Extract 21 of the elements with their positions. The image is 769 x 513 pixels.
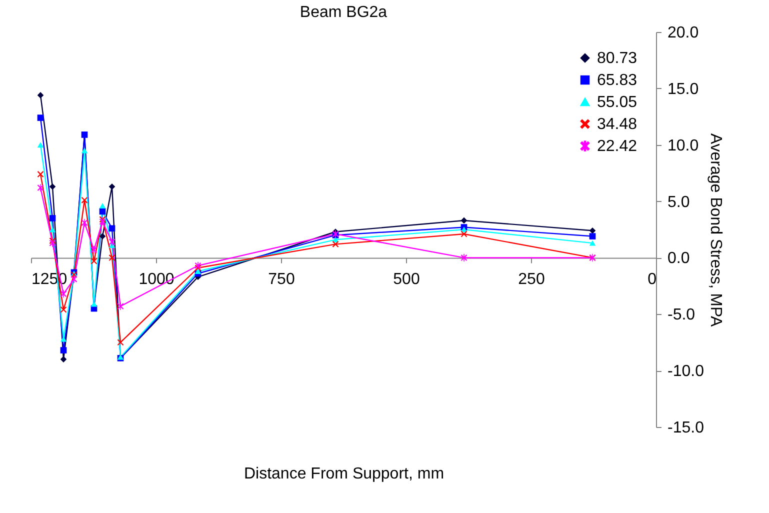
x-tick-label: 1000 (138, 271, 174, 288)
y-tick-label: 15.0 (668, 80, 699, 98)
x-tick-label: 500 (393, 271, 420, 288)
y-tick-label: -10.0 (668, 363, 704, 380)
legend-label: 65.83 (597, 72, 638, 89)
y-tick-label: 5.0 (668, 194, 690, 211)
legend-label: 34.48 (597, 116, 638, 133)
x-tick-label: 750 (268, 271, 295, 288)
y-axis-title: Average Bond Stress, MPA (706, 133, 724, 327)
legend-label: 22.42 (597, 138, 638, 155)
legend-label: 55.05 (597, 94, 638, 111)
y-tick-label: -15.0 (668, 420, 704, 436)
y-tick-label: -5.0 (668, 306, 696, 324)
y-tick-label: 10.0 (668, 137, 699, 154)
y-tick-label: 0.0 (668, 250, 690, 268)
x-axis-title: Distance From Support, mm (244, 466, 444, 482)
x-tick-label: 250 (518, 271, 545, 288)
x-tick-label: 0 (648, 271, 657, 288)
legend-label: 80.73 (597, 50, 638, 67)
y-tick-label: 20.0 (668, 24, 699, 42)
chart-title: Beam BG2a (300, 4, 388, 21)
